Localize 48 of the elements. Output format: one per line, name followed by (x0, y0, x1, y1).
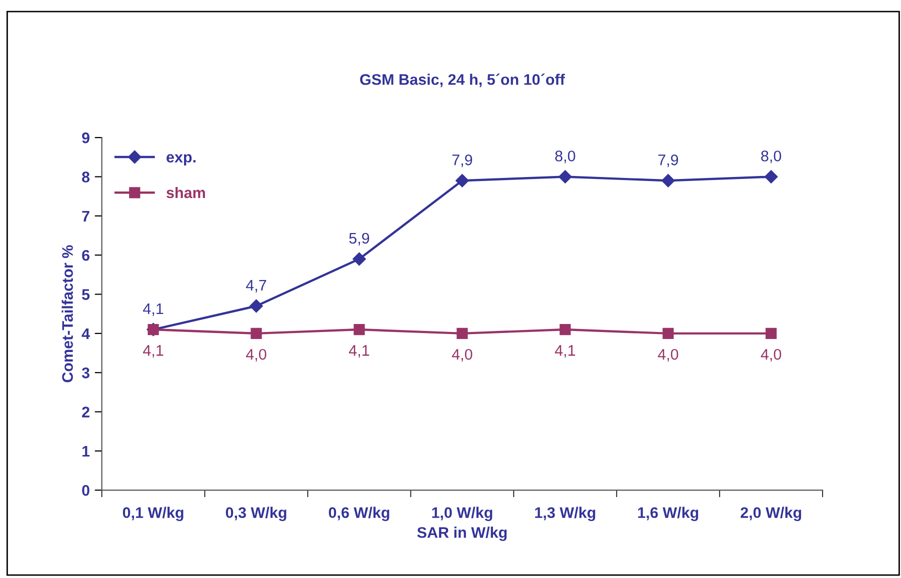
point (766, 328, 777, 339)
data-label: 4,1 (143, 304, 164, 316)
y-tick-label: 3 (82, 367, 90, 378)
data-label: 4,1 (143, 345, 164, 358)
point (250, 299, 263, 313)
x-axis-title: SAR in W/kg (417, 526, 507, 541)
data-label: 4,0 (658, 348, 678, 362)
point (352, 252, 366, 266)
y-tick-label: 5 (82, 289, 90, 300)
x-tick-label: 2,0 W/kg (740, 506, 802, 522)
x-tick-label: 0,3 W/kg (226, 506, 286, 522)
point (662, 328, 674, 339)
x-tick-label: 0,6 W/kg (328, 506, 390, 522)
x-tick-label: 1,6 W/kg (638, 506, 698, 522)
x-tick-label: 1,3 W/kg (535, 506, 596, 522)
chart-title: GSM Basic, 24 h, 5´on 10´off (360, 74, 565, 88)
point (250, 328, 262, 339)
y-tick-label: 8 (82, 172, 90, 182)
y-tick-label: 9 (82, 132, 90, 144)
point (456, 328, 468, 339)
y-tick-label: 7 (82, 210, 90, 222)
data-label: 4,0 (452, 348, 472, 362)
data-label: 4,1 (554, 345, 576, 358)
data-label: 4,1 (348, 345, 370, 358)
y-tick-label: 2 (82, 406, 90, 418)
legend-label: exp. (166, 154, 196, 166)
data-label: 4,0 (760, 348, 782, 362)
y-tick-label: 6 (82, 250, 90, 261)
y-tick-label: 4 (82, 328, 90, 339)
y-tick-label: 1 (82, 446, 90, 457)
point (662, 174, 675, 188)
x-tick-label: 1,0 W/kg (432, 506, 492, 522)
data-label: 8,0 (761, 150, 782, 164)
point (558, 170, 572, 184)
point (560, 324, 571, 336)
y-tick-label: 0 (82, 485, 90, 496)
data-label: 7,9 (658, 154, 678, 168)
legend-label: sham (166, 186, 205, 198)
data-label: 4,7 (246, 280, 266, 292)
data-label: 4,0 (246, 348, 266, 362)
data-label: 7,9 (452, 154, 472, 168)
point (456, 174, 469, 188)
data-label: 5,9 (349, 232, 370, 246)
x-tick-label: 0,1 W/kg (122, 506, 184, 522)
data-label: 8,0 (555, 150, 576, 164)
point (354, 324, 365, 336)
y-axis-title: Comet-Tailfactor % (62, 245, 73, 382)
point (764, 170, 778, 184)
